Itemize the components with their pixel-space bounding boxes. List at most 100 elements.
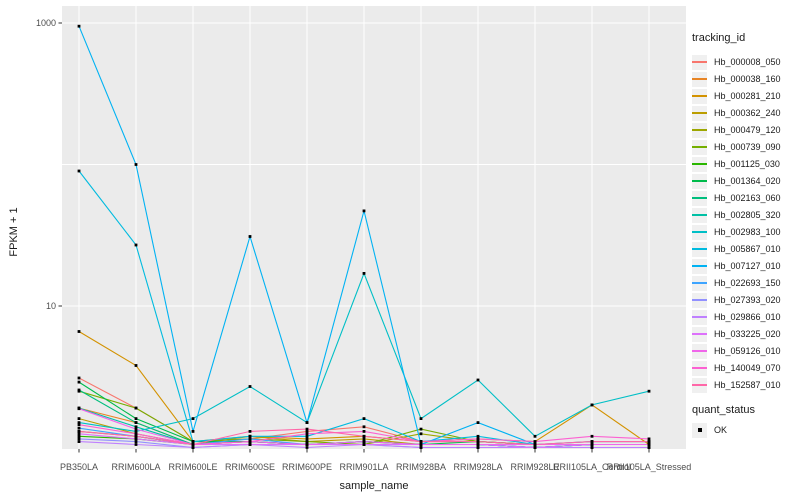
point-symbol-icon bbox=[697, 428, 702, 432]
data-point bbox=[419, 443, 423, 446]
legend-key bbox=[692, 122, 707, 138]
legend-title-quant-status: quant_status bbox=[692, 404, 755, 416]
data-point bbox=[362, 434, 366, 438]
legend-key bbox=[692, 326, 707, 342]
data-point bbox=[248, 437, 252, 441]
legend-key bbox=[692, 422, 707, 438]
data-point bbox=[305, 446, 309, 449]
data-point bbox=[305, 434, 309, 438]
legend-item-label: OK bbox=[714, 425, 728, 435]
legend-line-swatch bbox=[692, 299, 707, 301]
legend-item: Hb_033225_020 bbox=[692, 326, 781, 342]
data-point bbox=[134, 243, 138, 247]
data-point bbox=[77, 376, 81, 380]
data-point bbox=[362, 417, 366, 420]
data-point bbox=[134, 440, 138, 443]
data-point bbox=[77, 432, 81, 436]
data-point bbox=[77, 24, 81, 28]
data-point bbox=[134, 437, 138, 441]
legend-item-label: Hb_000038_160 bbox=[714, 74, 781, 84]
legend-line-swatch bbox=[692, 367, 707, 369]
data-point bbox=[305, 443, 309, 446]
legend-item: Hb_152587_010 bbox=[692, 377, 781, 393]
legend-line-swatch bbox=[692, 95, 707, 97]
legend-title-tracking-id: tracking_id bbox=[692, 32, 746, 44]
data-point bbox=[419, 432, 423, 436]
x-tick-label: RRIM928BA bbox=[395, 462, 447, 472]
data-point bbox=[77, 421, 81, 424]
legend-key bbox=[692, 343, 707, 359]
data-point bbox=[191, 443, 195, 446]
x-tick-label: RRII105LA_Stressed bbox=[606, 462, 692, 472]
data-point bbox=[647, 446, 651, 449]
legend-line-swatch bbox=[692, 78, 707, 80]
data-point bbox=[419, 427, 423, 431]
data-point bbox=[77, 430, 81, 433]
legend-key bbox=[692, 54, 707, 70]
legend-line-swatch bbox=[692, 265, 707, 267]
x-tick-label: RRIM928LE bbox=[510, 462, 560, 472]
data-point bbox=[248, 440, 252, 443]
data-point bbox=[305, 421, 309, 424]
data-point bbox=[647, 440, 651, 443]
legend-key bbox=[692, 190, 707, 206]
data-point bbox=[590, 434, 594, 438]
data-point bbox=[134, 427, 138, 431]
legend-key bbox=[692, 88, 707, 104]
legend-item-label: Hb_000362_240 bbox=[714, 108, 781, 118]
data-point bbox=[134, 434, 138, 438]
x-tick-label: RRIM901LA bbox=[339, 462, 389, 472]
data-point bbox=[533, 446, 537, 449]
legend-line-swatch bbox=[692, 129, 707, 131]
legend-item: Hb_001364_020 bbox=[692, 173, 781, 189]
data-point bbox=[134, 364, 138, 367]
data-point bbox=[77, 423, 81, 427]
legend-item: Hb_140049_070 bbox=[692, 360, 781, 376]
data-point bbox=[77, 388, 81, 392]
data-point bbox=[305, 440, 309, 443]
x-tick-label: RRIM600LE bbox=[168, 462, 218, 472]
legend-key bbox=[692, 360, 707, 376]
legend-item-label: Hb_000281_210 bbox=[714, 91, 781, 101]
data-point bbox=[305, 427, 309, 431]
legend-line-swatch bbox=[692, 231, 707, 233]
y-tick-label: 1000 bbox=[35, 18, 56, 28]
legend-item: Hb_002805_320 bbox=[692, 207, 781, 223]
legend-item: Hb_007127_010 bbox=[692, 258, 781, 274]
x-tick-label: RRIM600SE bbox=[224, 462, 276, 472]
data-point bbox=[362, 425, 366, 429]
legend-item-label: Hb_002163_060 bbox=[714, 193, 781, 203]
data-point bbox=[77, 417, 81, 420]
legend-item: Hb_001125_030 bbox=[692, 156, 780, 172]
legend-item-label: Hb_000739_090 bbox=[714, 142, 781, 152]
x-tick-label: RRIM600PE bbox=[281, 462, 333, 472]
legend-item: Hb_002163_060 bbox=[692, 190, 781, 206]
data-point bbox=[362, 440, 366, 443]
data-point bbox=[248, 385, 252, 388]
legend-item: Hb_000739_090 bbox=[692, 139, 781, 155]
data-point bbox=[134, 163, 138, 166]
legend-item: Hb_059126_010 bbox=[692, 343, 781, 359]
legend-key bbox=[692, 71, 707, 87]
legend-item-label: Hb_152587_010 bbox=[714, 380, 781, 390]
data-point bbox=[647, 389, 651, 393]
legend-key bbox=[692, 207, 707, 223]
legend-item-label: Hb_059126_010 bbox=[714, 346, 781, 356]
data-point bbox=[134, 425, 138, 429]
data-point bbox=[590, 446, 594, 449]
legend-item-label: Hb_022693_150 bbox=[714, 278, 781, 288]
plot-panel-background bbox=[62, 6, 686, 449]
data-point bbox=[533, 443, 537, 446]
legend-item: Hb_027393_020 bbox=[692, 292, 781, 308]
legend-item: Hb_000038_160 bbox=[692, 71, 781, 87]
legend-key bbox=[692, 258, 707, 274]
legend-item-label: Hb_002805_320 bbox=[714, 210, 781, 220]
data-point bbox=[476, 443, 480, 446]
data-point bbox=[191, 417, 195, 420]
legend-item: Hb_002983_100 bbox=[692, 224, 781, 240]
legend-key bbox=[692, 275, 707, 291]
legend-line-swatch bbox=[692, 112, 707, 114]
data-point bbox=[362, 209, 366, 213]
legend-item: Hb_005867_010 bbox=[692, 241, 781, 257]
